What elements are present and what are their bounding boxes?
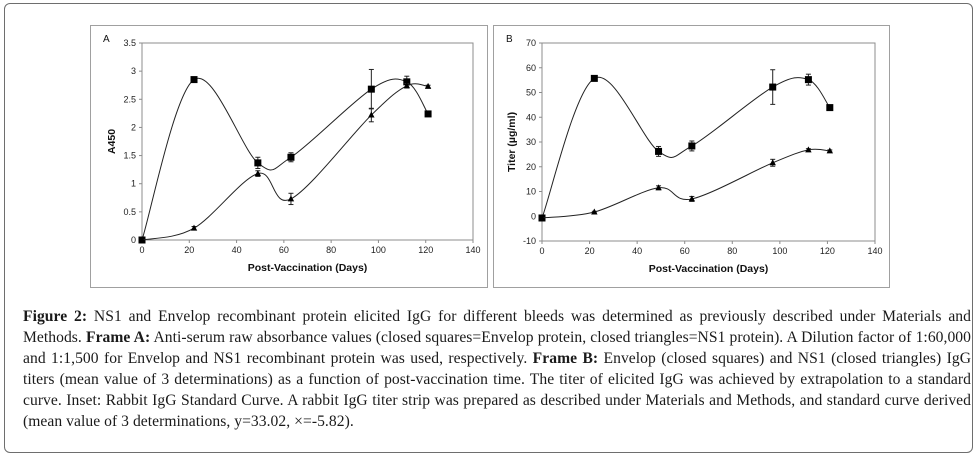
data-point-triangle [805,146,812,153]
series-squares [538,69,834,222]
data-point-square [367,85,375,93]
series-triangles [138,82,432,243]
y-tick-label: 70 [526,38,536,48]
x-tick-label: 0 [539,246,544,256]
data-point-square [190,76,198,84]
x-tick-label: 140 [867,246,882,256]
panel-letter: B [506,34,513,45]
data-point-square [688,142,696,150]
data-point-triangle [591,208,598,215]
panel-letter: A [103,34,110,45]
caption-label: Figure 2: [23,308,88,325]
y-tick-label: 1 [131,179,136,189]
data-point-triangle [287,195,295,202]
y-axis-title: Titer (µg/ml) [506,112,518,172]
series-line [541,76,831,219]
caption-text: Envelop (closed squares) and NS1 (closed… [23,350,972,430]
data-point-triangle [138,236,146,243]
y-tick-label: 2.5 [123,94,136,104]
y-tick-label: -10 [523,236,536,246]
y-tick-label: 0 [131,235,136,245]
y-tick-label: 1.5 [123,151,136,161]
x-tick-label: 80 [326,245,336,255]
data-point-square [804,76,812,84]
x-tick-label: 40 [232,245,242,255]
y-tick-label: 40 [526,112,536,122]
series-squares [138,68,432,244]
x-tick-label: 0 [139,245,144,255]
data-point-triangle [538,214,546,221]
figure-frame [4,3,973,453]
caption-text: Anti-serum raw absorbance values (closed… [23,329,971,367]
y-tick-label: 10 [526,187,536,197]
x-tick-label: 100 [371,245,386,255]
data-point-triangle [368,111,375,118]
caption-label: Frame A: [86,329,151,346]
data-point-triangle [688,195,696,202]
caption-label: Frame B: [532,350,599,367]
x-tick-label: 80 [727,246,737,256]
y-tick-label: 0 [531,211,536,221]
y-tick-label: 60 [526,63,536,73]
y-tick-label: 3 [131,66,136,76]
data-point-square [590,74,598,82]
x-tick-label: 140 [465,245,480,255]
data-point-square [424,110,432,118]
x-tick-label: 120 [820,246,835,256]
x-tick-label: 20 [184,245,194,255]
y-tick-label: 30 [526,137,536,147]
chart-panel-a: A 0 0.5 1 1.5 2 2.5 3 3.5 0 20 40 60 80 100 120 140 Post-… [90,25,488,288]
plot-area [141,42,474,241]
data-point-triangle [403,82,410,89]
x-axis-title: Post-Vaccination (Days) [649,263,769,275]
x-tick-label: 60 [680,246,690,256]
data-point-triangle [190,224,198,231]
y-axis-title: A450 [106,129,118,154]
data-point-square [826,104,834,112]
series-line [141,77,429,241]
y-tick-label: 0.5 [123,207,136,217]
data-point-square [287,153,295,161]
y-tick-label: 20 [526,162,536,172]
data-point-square [769,83,777,91]
y-tick-label: 2 [131,122,136,132]
chart-a: A 0 0.5 1 1.5 2 2.5 3 3.5 0 20 40 60 80 100 120 140 Post-… [103,34,481,274]
x-tick-label: 20 [585,246,595,256]
x-tick-label: 120 [418,245,433,255]
x-axis-title: Post-Vaccination (Days) [248,262,368,274]
x-tick-label: 100 [772,246,787,256]
data-point-triangle [655,184,662,191]
data-point-square [403,78,411,86]
data-point-triangle [424,82,432,89]
data-point-square [254,159,262,167]
data-point-triangle [826,147,834,154]
series-line [541,148,830,219]
caption-text: NS1 and Envelop recombinant protein elic… [23,308,971,346]
x-tick-label: 40 [632,246,642,256]
figure-caption: Figure 2: NS1 and Envelop recombinant pr… [23,306,971,432]
y-tick-label: 3.5 [123,38,136,48]
y-tick-label: 50 [526,88,536,98]
chart-panel-b: B -10 0 10 20 30 40 50 60 70 0 20 40 60 80 100 120 140 Pos… [493,25,890,288]
series-triangles [538,146,834,221]
data-point-square [655,147,663,155]
x-tick-label: 60 [279,245,289,255]
data-point-triangle [769,159,776,166]
data-point-triangle [254,170,262,177]
